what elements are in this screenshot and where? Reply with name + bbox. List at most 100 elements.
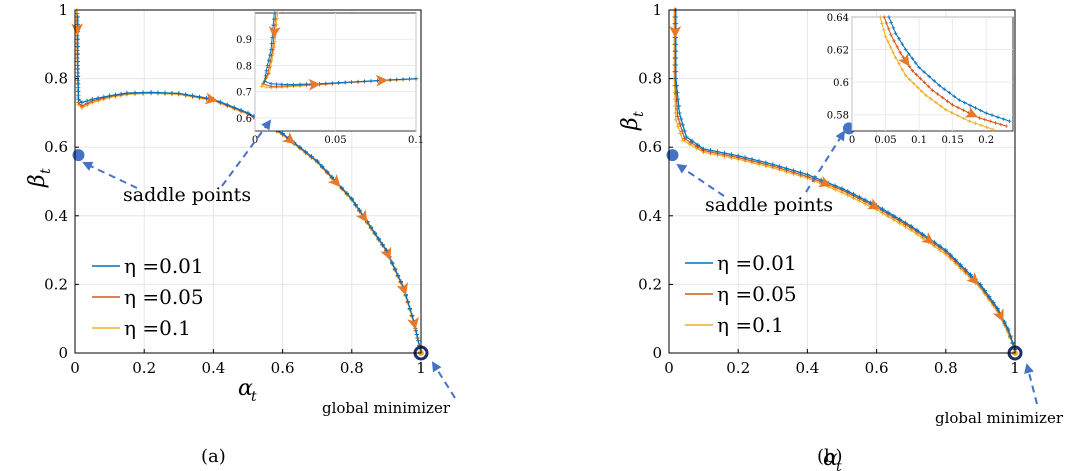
y-axis-label-sub-b: t xyxy=(631,111,647,117)
inset-series-line-b-2 xyxy=(879,16,994,130)
direction-arrow-a-0 xyxy=(71,23,84,36)
inset-ticks-a: 0 0.05 0.1 0.6 0.7 0.8 0.9 xyxy=(236,35,424,146)
caption-b: (b) xyxy=(817,446,843,467)
annotation-arrow-saddle-1-b xyxy=(676,163,725,197)
y-tick-label-a-5: 1 xyxy=(58,1,68,19)
inset-y-tick-label-a-1: 0.7 xyxy=(236,88,252,99)
x-tick-label-b-5: 1 xyxy=(1010,359,1020,377)
annotation-saddle-points-b: saddle points xyxy=(705,194,833,216)
x-tick-label-a-0: 0 xyxy=(70,359,80,377)
tick-labels-a: 0 0.2 0.4 0.6 0.8 1 0 0.2 0.4 0.6 0.8 1 xyxy=(44,1,426,377)
chart-panel-b: 0 0.2 0.4 0.6 0.8 1 0 0.2 0.4 0.6 0.8 1 α t β t η =… xyxy=(618,1,1064,471)
direction-arrow-a-1 xyxy=(204,92,218,105)
legend-label-b-1: η =0.05 xyxy=(717,282,797,306)
direction-arrow-b-5 xyxy=(992,308,1004,322)
inset-direction-arrow-a-1 xyxy=(308,78,321,91)
inset-direction-arrow-a-0 xyxy=(268,26,281,39)
inset-y-tick-label-b-3: 0.64 xyxy=(827,13,849,24)
direction-arrow-a-5 xyxy=(380,246,392,260)
legend-label-b-2: η =0.1 xyxy=(717,313,784,337)
inset-y-tick-label-a-0: 0.6 xyxy=(236,114,252,125)
inset-series-markers-b-2 xyxy=(878,15,995,132)
legend-item-b-1: η =0.05 xyxy=(685,282,797,306)
legend-label-b-0: η =0.01 xyxy=(717,251,797,275)
x-tick-label-a-5: 1 xyxy=(416,359,426,377)
y-axis-label-a: β xyxy=(25,174,50,188)
x-tick-label-b-3: 0.6 xyxy=(865,359,889,377)
legend-label-a-2: η =0.1 xyxy=(124,316,191,340)
inset-direction-arrow-a-2 xyxy=(375,74,389,87)
inset-series-group-b xyxy=(851,15,1013,132)
inset-x-tick-label-b-0: 0 xyxy=(849,135,855,146)
legend-item-a-0: η =0.01 xyxy=(92,254,204,278)
inset-x-tick-label-b-4: 0.2 xyxy=(978,135,994,146)
plot-frame-a xyxy=(74,9,422,354)
inset-x-tick-label-a-0: 0 xyxy=(252,135,258,146)
inset-y-tick-label-b-2: 0.62 xyxy=(827,46,849,57)
legend-item-a-1: η =0.05 xyxy=(92,285,204,309)
direction-arrow-b-2 xyxy=(867,198,881,210)
caption-a: (a) xyxy=(201,446,226,467)
inset-x-tick-label-b-1: 0.05 xyxy=(874,135,896,146)
x-tick-label-a-3: 0.6 xyxy=(271,359,295,377)
y-tick-label-b-3: 0.6 xyxy=(638,138,662,156)
y-tick-label-a-0: 0 xyxy=(58,344,68,362)
direction-arrow-a-2 xyxy=(282,132,296,145)
direction-arrow-a-4 xyxy=(355,209,368,223)
y-tick-label-a-2: 0.4 xyxy=(44,207,68,225)
x-tick-label-b-1: 0.2 xyxy=(726,359,750,377)
legend-label-a-1: η =0.05 xyxy=(124,285,204,309)
x-tick-label-b-0: 0 xyxy=(664,359,674,377)
y-tick-label-b-2: 0.4 xyxy=(638,207,662,225)
y-tick-label-a-3: 0.6 xyxy=(44,138,68,156)
saddle-point-marker-b-0 xyxy=(666,149,679,162)
x-tick-label-b-4: 0.8 xyxy=(934,359,958,377)
inset-y-tick-label-b-1: 0.6 xyxy=(833,78,849,89)
annotation-global-minimizer-a: global minimizer xyxy=(322,399,451,417)
x-tick-label-b-2: 0.4 xyxy=(795,359,819,377)
annotation-arrow-minimizer-b xyxy=(1024,363,1038,405)
annotation-saddle-points-a: saddle points xyxy=(123,184,251,206)
legend-b: η =0.01 η =0.05 η =0.1 xyxy=(685,251,797,337)
x-axis-label-sub-b: t xyxy=(836,459,842,471)
inset-a: 0 0.05 0.1 0.6 0.7 0.8 0.9 xyxy=(236,11,424,146)
annotation-arrow-saddle-1-a xyxy=(82,161,138,189)
annotation-arrow-minimizer-a xyxy=(431,361,456,399)
inset-direction-arrow-b-1 xyxy=(964,106,978,118)
inset-x-tick-label-a-2: 0.1 xyxy=(408,135,424,146)
annotation-global-minimizer-b: global minimizer xyxy=(935,409,1064,427)
y-tick-label-b-1: 0.2 xyxy=(638,275,662,293)
x-axis-label-sub-a: t xyxy=(251,389,257,405)
y-axis-label-sub-a: t xyxy=(38,168,54,174)
plot-frame-b xyxy=(668,9,1016,354)
inset-series-group-a xyxy=(254,11,418,131)
y-tick-label-a-4: 0.8 xyxy=(44,70,68,88)
y-axis-label-b: β xyxy=(618,117,643,131)
x-axis-label-a: α xyxy=(238,376,253,401)
chart-panel-a: 0 0.2 0.4 0.6 0.8 1 0 0.2 0.4 0.6 0.8 1 α t β t η =… xyxy=(25,1,456,467)
legend-item-b-2: η =0.1 xyxy=(685,313,784,337)
inset-ticks-b: 0 0.05 0.1 0.15 0.2 0.58 0.6 0.62 0.64 xyxy=(827,13,994,146)
inset-x-tick-label-b-3: 0.15 xyxy=(941,135,963,146)
inset-b: 0 0.05 0.1 0.15 0.2 0.58 0.6 0.62 0.64 xyxy=(827,13,1014,146)
inset-x-tick-label-a-1: 0.05 xyxy=(324,135,346,146)
direction-arrow-a-3 xyxy=(327,174,341,187)
x-tick-label-a-4: 0.8 xyxy=(340,359,364,377)
series-group-a xyxy=(71,7,429,361)
direction-arrow-b-3 xyxy=(921,232,935,244)
inset-y-tick-label-a-2: 0.8 xyxy=(236,61,252,72)
series-group-b xyxy=(666,7,1023,361)
y-tick-label-b-5: 1 xyxy=(652,1,662,19)
x-tick-label-a-2: 0.4 xyxy=(201,359,225,377)
y-tick-label-b-4: 0.8 xyxy=(638,70,662,88)
direction-arrow-a-7 xyxy=(407,316,419,330)
tick-labels-b: 0 0.2 0.4 0.6 0.8 1 0 0.2 0.4 0.6 0.8 1 xyxy=(638,1,1020,377)
inset-direction-arrow-b-0 xyxy=(897,53,910,67)
inset-series-markers-b-0 xyxy=(887,15,1012,123)
legend-a: η =0.01 η =0.05 η =0.1 xyxy=(92,254,204,340)
direction-arrow-b-0 xyxy=(669,26,682,39)
direction-arrow-b-1 xyxy=(818,175,832,187)
inset-y-tick-label-b-0: 0.58 xyxy=(827,111,849,122)
legend-item-a-2: η =0.1 xyxy=(92,316,191,340)
